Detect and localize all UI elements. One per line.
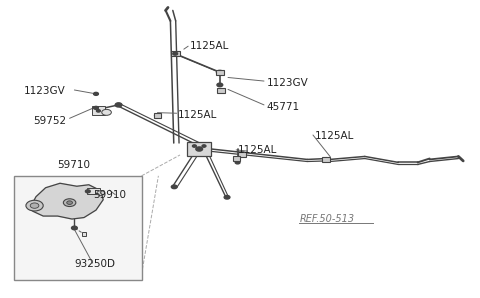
Circle shape <box>155 114 160 117</box>
Circle shape <box>26 200 43 211</box>
Bar <box>187 142 211 156</box>
Circle shape <box>85 190 90 193</box>
Polygon shape <box>29 183 103 219</box>
Text: REF.50-513: REF.50-513 <box>300 214 355 224</box>
Circle shape <box>30 203 39 208</box>
Circle shape <box>196 147 203 151</box>
Bar <box>82 232 86 236</box>
Bar <box>14 176 142 280</box>
Circle shape <box>239 152 246 156</box>
Bar <box>92 106 105 115</box>
Circle shape <box>235 161 240 164</box>
Text: 59710: 59710 <box>58 160 91 170</box>
Circle shape <box>72 226 77 230</box>
Circle shape <box>171 185 177 189</box>
Circle shape <box>202 145 206 147</box>
Circle shape <box>67 201 72 204</box>
Circle shape <box>97 191 105 195</box>
Text: 59752: 59752 <box>34 116 67 126</box>
Circle shape <box>94 92 98 95</box>
Bar <box>233 156 240 161</box>
Text: 45771: 45771 <box>266 102 300 112</box>
Circle shape <box>173 52 178 55</box>
Circle shape <box>115 103 122 107</box>
Bar <box>323 157 331 162</box>
Text: 1123GV: 1123GV <box>24 86 66 96</box>
Bar <box>216 70 224 75</box>
Bar <box>238 152 247 157</box>
Bar <box>87 188 100 194</box>
Bar <box>171 51 180 56</box>
Circle shape <box>323 158 330 162</box>
Circle shape <box>216 70 223 74</box>
Text: 59910: 59910 <box>94 190 127 200</box>
Circle shape <box>192 145 196 147</box>
Circle shape <box>63 199 76 207</box>
Text: 1123GV: 1123GV <box>266 78 308 89</box>
Circle shape <box>94 106 98 109</box>
Bar <box>154 113 161 118</box>
Circle shape <box>217 83 223 87</box>
Bar <box>217 88 225 94</box>
Circle shape <box>96 110 100 112</box>
Text: 93250D: 93250D <box>74 259 115 269</box>
Circle shape <box>224 195 230 199</box>
Text: 1125AL: 1125AL <box>178 110 217 120</box>
Text: 1125AL: 1125AL <box>238 145 277 156</box>
Circle shape <box>102 109 111 115</box>
Text: 1125AL: 1125AL <box>190 41 229 51</box>
Text: 1125AL: 1125AL <box>314 131 354 141</box>
